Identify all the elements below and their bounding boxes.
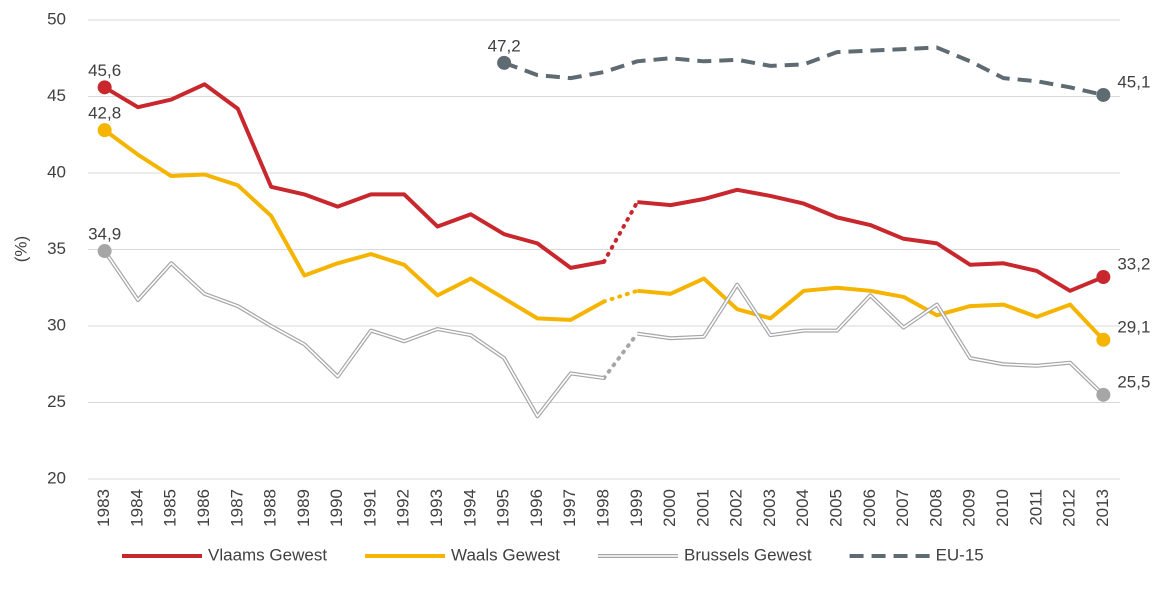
data-label: 25,5 (1117, 372, 1150, 391)
y-axis-label: (%) (11, 236, 30, 262)
x-tick-label: 2000 (660, 489, 679, 527)
point-marker (1096, 270, 1111, 285)
x-tick-label: 2011 (1026, 489, 1045, 526)
x-tick-label: 2006 (860, 489, 879, 527)
legend-label: Vlaams Gewest (208, 545, 327, 564)
x-tick-label: 1994 (460, 489, 479, 527)
x-tick-label: 2002 (727, 489, 746, 527)
point-marker (497, 55, 512, 70)
line-gap (602, 200, 640, 264)
series-line (103, 82, 605, 270)
x-tick-label: 1995 (494, 489, 513, 527)
x-tick-label: 1993 (427, 489, 446, 527)
x-tick-label: 1991 (360, 489, 379, 527)
data-label: 47,2 (488, 36, 521, 55)
series-line (102, 249, 605, 419)
data-label: 29,1 (1117, 317, 1150, 336)
x-tick-label: 2012 (1060, 489, 1079, 527)
x-tick-label: 1996 (527, 489, 546, 527)
data-label: 45,1 (1117, 72, 1150, 91)
y-tick-label: 45 (47, 86, 66, 105)
x-tick-label: 1986 (194, 489, 213, 527)
y-tick-label: 50 (47, 9, 66, 28)
x-tick-label: 1988 (261, 489, 280, 527)
x-tick-label: 2007 (893, 489, 912, 527)
legend-label: Waals Gewest (451, 545, 560, 564)
x-tick-label: 2008 (926, 489, 945, 527)
x-tick-label: 1992 (394, 489, 413, 527)
line-gap (602, 288, 640, 304)
x-tick-label: 1997 (560, 489, 579, 527)
y-tick-label: 40 (47, 162, 66, 181)
y-tick-label: 20 (47, 468, 66, 487)
line-gap (602, 331, 640, 381)
x-tick-label: 1984 (127, 489, 146, 527)
x-tick-label: 2003 (760, 489, 779, 527)
y-tick-label: 25 (47, 392, 66, 411)
data-label: 34,9 (88, 225, 121, 244)
point-marker (97, 123, 112, 138)
y-tick-label: 35 (47, 239, 66, 258)
series-line (503, 45, 1104, 97)
x-tick-label: 1990 (327, 489, 346, 527)
x-tick-label: 2009 (960, 489, 979, 527)
data-label: 33,2 (1117, 255, 1150, 274)
data-label: 45,6 (88, 61, 121, 80)
x-tick-label: 2005 (827, 489, 846, 527)
y-tick-label: 30 (47, 315, 66, 334)
series-line (637, 187, 1105, 293)
point-marker (97, 80, 112, 95)
x-tick-label: 1983 (94, 489, 113, 527)
x-tick-label: 2010 (993, 489, 1012, 527)
series-line (637, 282, 1105, 397)
point-marker (1096, 87, 1111, 102)
x-tick-label: 1987 (227, 489, 246, 527)
point-marker (1096, 387, 1111, 402)
x-tick-label: 2001 (693, 489, 712, 527)
x-tick-label: 2004 (793, 489, 812, 527)
legend-label: EU-15 (936, 545, 984, 564)
point-marker (1096, 332, 1111, 347)
series-line-inner (103, 250, 605, 418)
x-tick-label: 2013 (1093, 489, 1112, 527)
legend-label: Brussels Gewest (684, 545, 812, 564)
data-label: 42,8 (88, 104, 121, 123)
series-line (637, 276, 1105, 342)
series-line (103, 128, 605, 322)
point-marker (97, 244, 112, 259)
series-line-inner (637, 283, 1104, 396)
x-tick-label: 1998 (593, 489, 612, 527)
x-tick-label: 1999 (627, 489, 646, 527)
x-tick-label: 1989 (294, 489, 313, 527)
x-tick-label: 1985 (161, 489, 180, 527)
